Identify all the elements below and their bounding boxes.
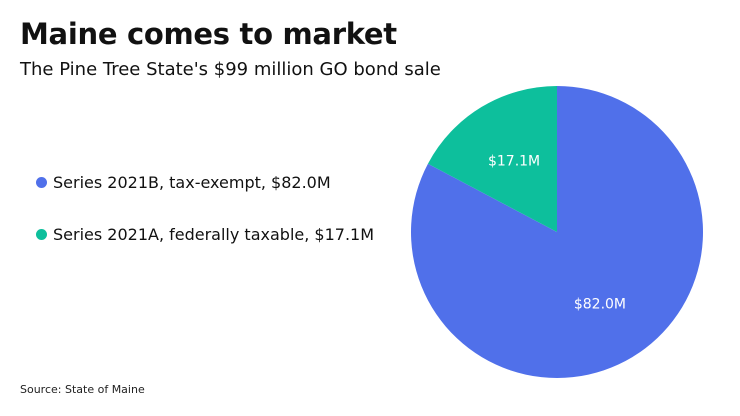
legend: Series 2021B, tax-exempt, $82.0M Series … bbox=[36, 168, 374, 272]
pie-slice-label-series-2021a: $17.1M bbox=[488, 154, 540, 170]
legend-swatch-series-2021a bbox=[36, 228, 47, 240]
legend-item-series-2021b: Series 2021B, tax-exempt, $82.0M bbox=[36, 168, 374, 196]
chart-title: Maine comes to market bbox=[20, 17, 397, 51]
legend-swatch-series-2021b bbox=[36, 176, 47, 188]
pie-slice-series-2021b bbox=[410, 86, 703, 378]
source-note: Source: State of Maine bbox=[20, 383, 145, 396]
chart-subtitle: The Pine Tree State's $99 million GO bon… bbox=[20, 59, 441, 80]
legend-label-series-2021b: Series 2021B, tax-exempt, $82.0M bbox=[53, 172, 331, 192]
pie-slice-label-series-2021b: $82.0M bbox=[574, 296, 626, 312]
legend-label-series-2021a: Series 2021A, federally taxable, $17.1M bbox=[53, 224, 375, 244]
legend-item-series-2021a: Series 2021A, federally taxable, $17.1M bbox=[36, 220, 374, 248]
pie-slice-series-2021a bbox=[427, 86, 557, 232]
